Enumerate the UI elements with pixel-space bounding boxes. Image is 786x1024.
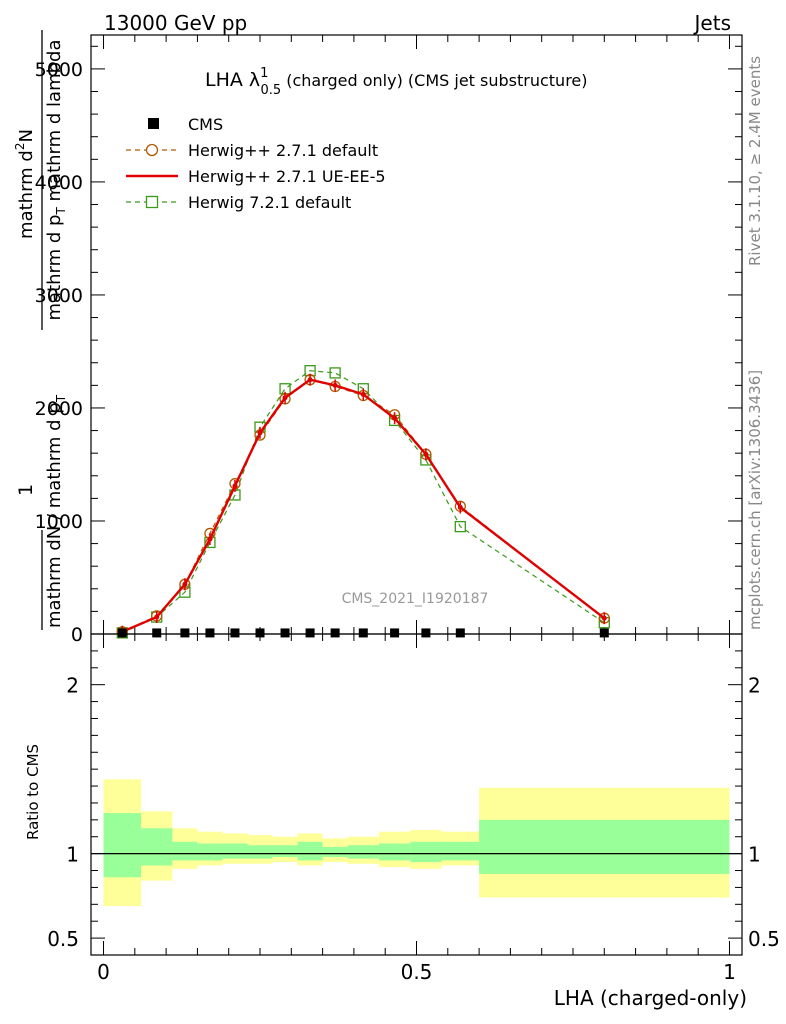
ratio-ytick-label: 2 (66, 674, 79, 698)
series-line (121, 378, 606, 633)
main-series-group (116, 365, 610, 639)
ratio-plot-frame (90, 633, 743, 956)
cms-point (205, 628, 215, 638)
cms-point (117, 628, 127, 638)
legend-label: Herwig++ 2.7.1 UE-EE-5 (188, 167, 386, 186)
cms-point (305, 628, 315, 638)
category-label: Jets (693, 11, 731, 35)
series-point (257, 430, 263, 436)
ratio-xlabel: LHA (charged-only) (554, 986, 747, 1010)
ylabel-prefix: 1 (15, 484, 37, 496)
ratio-band-green (141, 828, 173, 866)
rivet-label: Rivet 3.1.10, ≥ 2.4M events (746, 56, 764, 266)
cms-point (599, 628, 609, 638)
main-ytick-label: 5000 (35, 59, 83, 81)
ratio-band-green (172, 841, 198, 861)
ratio-axis-ticks: 0.5 0.5 1 1 2 2 0 0.5 1 (47, 633, 780, 984)
ylabel-denominator-2: mathrm d pT mathrm d lambda (44, 40, 68, 321)
cms-point (280, 628, 290, 638)
ratio-ytick-label-right: 2 (748, 674, 761, 698)
ratio-band-green (272, 845, 298, 858)
main-axis-ticks: 0 1000 2000 3000 4000 5000 (35, 35, 742, 646)
main-ylabel: 1 mathrm dN / mathrm d pT mathrm d2N mat… (13, 30, 68, 630)
ratio-ylabel: Ratio to CMS (24, 744, 42, 840)
main-ytick-label: 1000 (35, 511, 83, 533)
series-point (182, 581, 188, 587)
series-point (332, 382, 338, 388)
series-point (360, 391, 366, 397)
ratio-xtick-label: 1 (723, 960, 736, 984)
cms-point (180, 628, 190, 638)
series-point (207, 536, 213, 542)
ratio-band-green (479, 819, 730, 874)
main-ytick-label: 0 (71, 624, 83, 646)
legend-marker (145, 195, 159, 209)
ratio-band-green (197, 843, 223, 861)
cms-point (152, 628, 162, 638)
main-ytick-label: 3000 (35, 285, 83, 307)
main-plot-title: LHA λ1 0.5 (charged only) (CMS jet substr… (205, 66, 588, 98)
legend-label: CMS (188, 115, 223, 134)
ratio-band-green (297, 841, 323, 861)
ratio-band-green (410, 841, 442, 863)
series-point (232, 483, 238, 489)
ylabel-denominator: mathrm dN / mathrm d pT (44, 394, 68, 628)
ratio-band-green (103, 813, 142, 878)
main-ytick-label: 2000 (35, 398, 83, 420)
cms-point (390, 628, 400, 638)
series-point (282, 395, 288, 401)
cms-point (255, 628, 265, 638)
ratio-ytick-label: 1 (66, 843, 79, 867)
cms-point (421, 628, 431, 638)
energy-label: 13000 GeV pp (104, 11, 247, 35)
cms-point (230, 628, 240, 638)
series-point (329, 367, 341, 379)
legend-label: Herwig 7.2.1 default (188, 193, 351, 212)
ratio-band-green (441, 841, 480, 861)
ratio-band-green (222, 843, 248, 859)
ratio-ytick-label-right: 0.5 (748, 927, 780, 951)
ratio-xtick-label: 0.5 (401, 960, 433, 984)
ratio-xtick-label: 0 (97, 960, 110, 984)
ratio-band-green (378, 843, 411, 861)
legend-label: Herwig++ 2.7.1 default (188, 141, 378, 160)
mcplots-label: mcplots.cern.ch [arXiv:1306.3436] (746, 370, 764, 630)
cms-point (358, 628, 368, 638)
ratio-ytick-label: 0.5 (47, 927, 79, 951)
cms-point (330, 628, 340, 638)
ratio-band-green (247, 845, 273, 859)
main-ytick-label: 4000 (35, 172, 83, 194)
series-point (601, 615, 607, 621)
ratio-ytick-label-right: 1 (748, 843, 761, 867)
cms-point (455, 628, 465, 638)
legend-marker (148, 118, 159, 129)
legend: CMS Herwig++ 2.7.1 default Herwig++ 2.7.1 … (126, 115, 386, 212)
ratio-bands (103, 779, 730, 907)
legend-marker (145, 143, 159, 157)
ratio-plot: 0.5 0.5 1 1 2 2 0 0.5 1 Ratio to CMS LHA (charge… (24, 633, 780, 1010)
series-point (454, 520, 466, 533)
analysis-id: CMS_2021_I1920187 (342, 591, 489, 607)
ylabel-numerator: mathrm d2N (13, 129, 37, 239)
ratio-band-green (322, 846, 348, 858)
series-point (423, 451, 429, 457)
ratio-band-green (347, 845, 379, 859)
series-point (392, 415, 398, 421)
series-point (457, 504, 463, 510)
series-point (307, 377, 313, 383)
main-plot: 0 1000 2000 3000 4000 5000 LHA λ1 0.5 (charged… (13, 30, 743, 646)
series-point (154, 614, 160, 620)
